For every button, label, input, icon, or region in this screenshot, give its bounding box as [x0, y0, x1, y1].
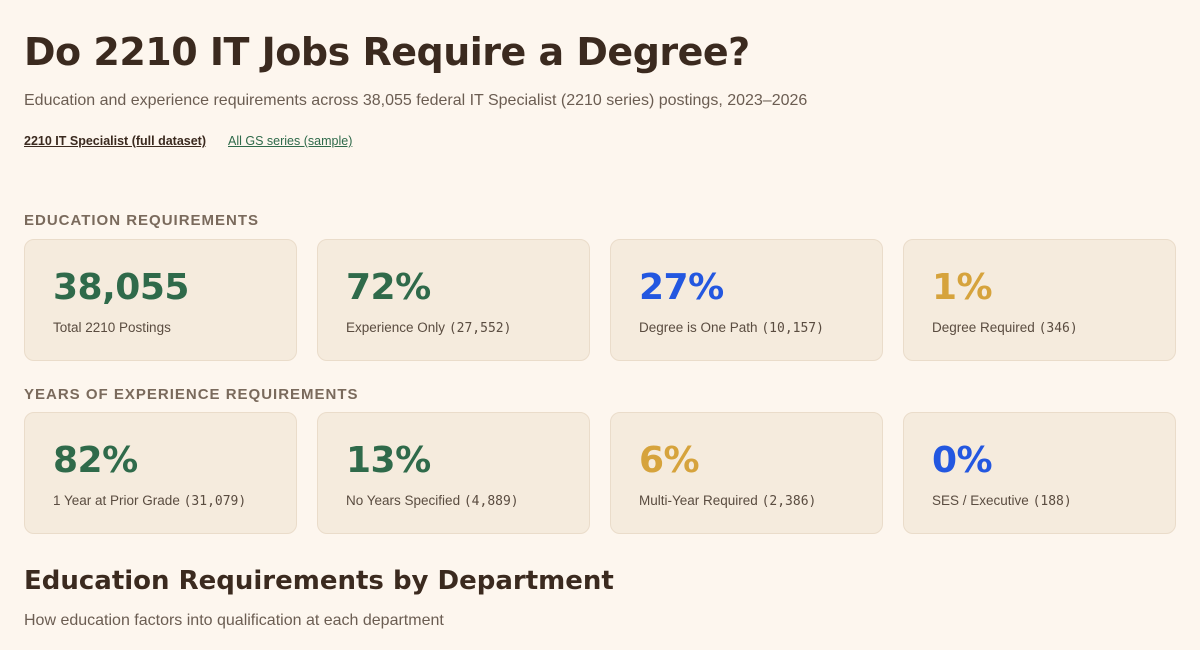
stat-value: 72% [346, 267, 431, 308]
education-section-heading: EDUCATION REQUIREMENTS [24, 212, 260, 229]
stat-count: (10,157) [761, 321, 824, 336]
stat-caption: Degree Required (346) [932, 320, 1147, 336]
experience-section-heading: YEARS OF EXPERIENCE REQUIREMENTS [24, 386, 359, 403]
stat-count: (346) [1038, 321, 1078, 336]
stat-count: (2,386) [761, 494, 817, 509]
stat-caption: No Years Specified (4,889) [346, 493, 561, 509]
dataset-link-sample[interactable]: All GS series (sample) [228, 134, 353, 148]
stat-count: (31,079) [183, 494, 247, 509]
stat-card-no-years-specified: 13% No Years Specified (4,889) [317, 412, 590, 534]
page-subtitle: Education and experience requirements ac… [24, 92, 808, 109]
stat-caption: Multi-Year Required (2,386) [639, 493, 854, 509]
stat-value: 1% [932, 267, 993, 308]
stat-value: 38,055 [53, 267, 189, 308]
stat-label: Multi-Year Required [639, 493, 758, 508]
stat-label: Total 2210 Postings [53, 320, 171, 335]
experience-cards: 82% 1 Year at Prior Grade (31,079) 13% N… [24, 412, 1176, 534]
stat-card-degree-one-path: 27% Degree is One Path (10,157) [610, 239, 883, 361]
stat-value: 82% [53, 440, 138, 481]
stat-label: Degree Required [932, 320, 1035, 335]
stat-value: 27% [639, 267, 724, 308]
stat-value: 13% [346, 440, 431, 481]
stat-caption: Degree is One Path (10,157) [639, 320, 854, 336]
education-cards: 38,055 Total 2210 Postings 72% Experienc… [24, 239, 1176, 361]
stat-caption: Experience Only (27,552) [346, 320, 561, 336]
stat-card-ses-executive: 0% SES / Executive (188) [903, 412, 1176, 534]
stat-count: (188) [1032, 494, 1072, 509]
stat-value: 0% [932, 440, 993, 481]
stat-card-multi-year-required: 6% Multi-Year Required (2,386) [610, 412, 883, 534]
stat-card-total-postings: 38,055 Total 2210 Postings [24, 239, 297, 361]
stat-label: 1 Year at Prior Grade [53, 493, 180, 508]
stat-value: 6% [639, 440, 700, 481]
stat-caption: Total 2210 Postings [53, 320, 268, 335]
stat-label: SES / Executive [932, 493, 1029, 508]
page-title: Do 2210 IT Jobs Require a Degree? [24, 30, 750, 74]
stat-card-experience-only: 72% Experience Only (27,552) [317, 239, 590, 361]
stat-caption: SES / Executive (188) [932, 493, 1147, 509]
stat-count: (27,552) [448, 321, 512, 336]
stat-caption: 1 Year at Prior Grade (31,079) [53, 493, 268, 509]
stat-label: No Years Specified [346, 493, 461, 508]
stat-count: (4,889) [463, 494, 519, 509]
dataset-switcher: 2210 IT Specialist (full dataset) All GS… [24, 134, 352, 148]
department-section-title: Education Requirements by Department [24, 566, 614, 596]
stat-label: Experience Only [346, 320, 446, 335]
department-section-subtitle: How education factors into qualification… [24, 612, 444, 629]
stat-card-degree-required: 1% Degree Required (346) [903, 239, 1176, 361]
stat-card-one-year-prior-grade: 82% 1 Year at Prior Grade (31,079) [24, 412, 297, 534]
stat-label: Degree is One Path [639, 320, 758, 335]
dataset-link-full[interactable]: 2210 IT Specialist (full dataset) [24, 134, 207, 148]
